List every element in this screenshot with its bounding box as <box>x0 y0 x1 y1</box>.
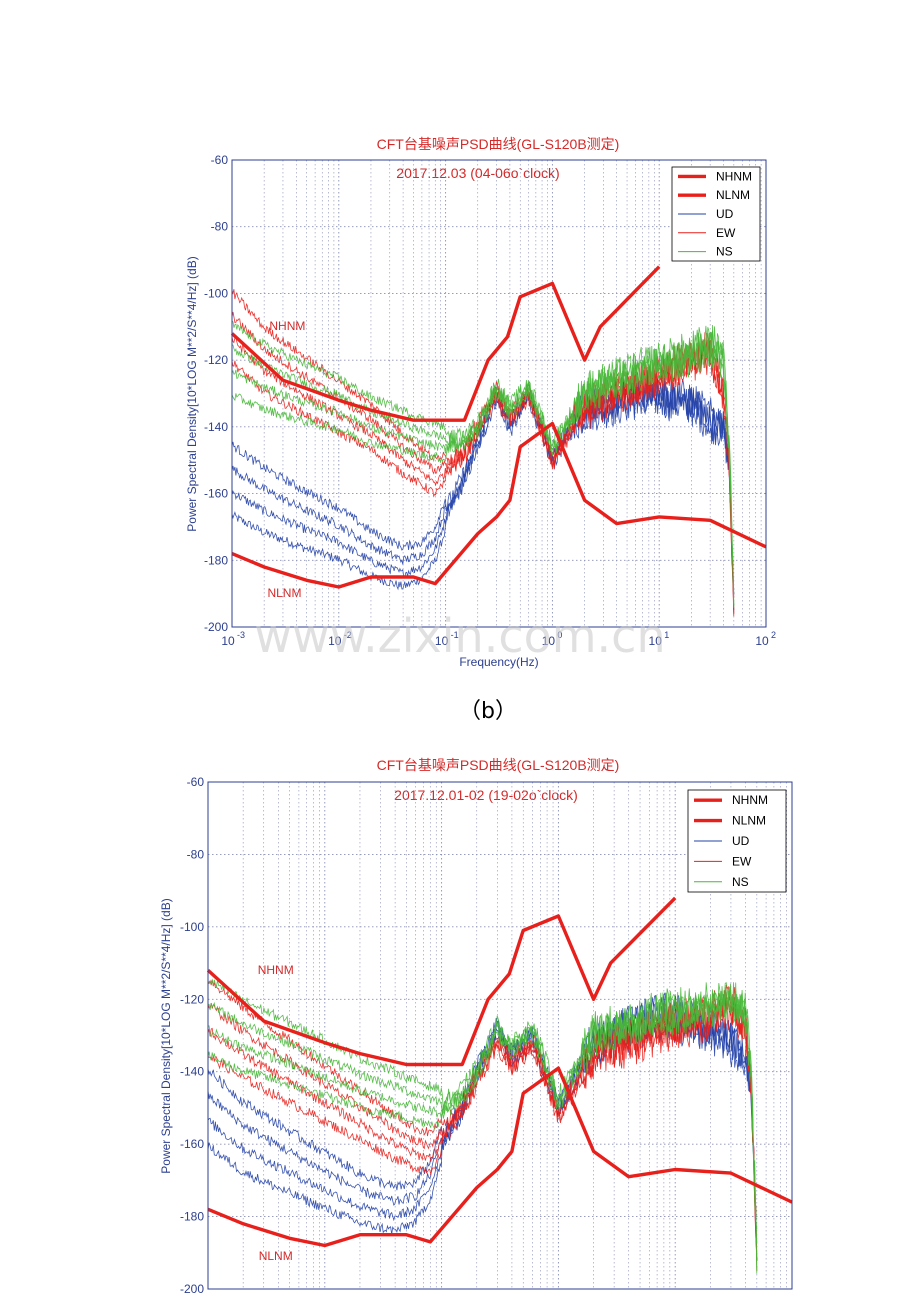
y-tick-label: -60 <box>187 775 205 789</box>
y-axis-label: Power Spectral Density[10*LOG M**2/S**4/… <box>159 898 173 1173</box>
psd-chart-second: CFT台基噪声PSD曲线(GL-S120B测定) 2017.12.01-02 (… <box>159 757 793 1296</box>
x-tick-exp: 0 <box>557 630 562 640</box>
x-tick-exp: 2 <box>771 630 776 640</box>
legend-label-nlnm: NLNM <box>716 188 750 202</box>
y-tick-labels: -200 -180 -160 -140 -120 -100 -80 -60 <box>180 775 204 1296</box>
series-nlnm-line <box>207 1066 793 1248</box>
series-ew-trace <box>207 997 758 1248</box>
x-tick-label: 10 1 <box>649 630 670 648</box>
legend-label-ew: EW <box>716 226 736 240</box>
series-nhnm-line <box>230 265 661 422</box>
series-ew-trace <box>231 289 735 615</box>
figure-caption-b: （b） <box>459 699 517 724</box>
annotations: NHNM NLNM <box>258 963 294 1263</box>
series-ns-trace <box>231 320 735 605</box>
y-tick-label: -180 <box>180 1210 204 1224</box>
plot-frame <box>207 781 793 1290</box>
curve-annotation: NHNM <box>269 319 305 333</box>
annotations: NHNM NLNM <box>267 319 305 600</box>
plot-frame <box>231 159 767 628</box>
series-ns-trace <box>207 982 758 1244</box>
x-tick-base: 10 <box>542 634 556 648</box>
chart-title: CFT台基噪声PSD曲线(GL-S120B测定) <box>377 757 620 773</box>
legend-label-ns: NS <box>732 875 749 889</box>
series-ud-trace <box>231 377 735 591</box>
plot-series <box>230 265 767 617</box>
x-axis-label: Frequency(Hz) <box>459 655 538 669</box>
x-tick-base: 10 <box>221 634 235 648</box>
y-tick-label: -60 <box>211 153 229 167</box>
plot-series <box>206 896 793 1274</box>
y-tick-label: -200 <box>180 1282 204 1296</box>
y-tick-label: -80 <box>211 220 229 234</box>
x-tick-exp: -3 <box>237 630 245 640</box>
x-tick-base: 10 <box>328 634 342 648</box>
legend-label-nlnm: NLNM <box>732 814 766 828</box>
x-tick-base: 10 <box>755 634 769 648</box>
x-tick-base: 10 <box>435 634 449 648</box>
series-ud-trace <box>231 375 735 595</box>
legend-label-ud: UD <box>732 834 750 848</box>
x-tick-label: 10 -2 <box>328 630 352 648</box>
curve-annotation: NLNM <box>259 1249 293 1263</box>
legend-label-nhnm: NHNM <box>716 169 752 183</box>
y-tick-label: -140 <box>180 1065 204 1079</box>
legend: NHNM NLNM UD EW NS <box>671 166 761 262</box>
legend-label-ns: NS <box>716 245 733 259</box>
y-tick-label: -120 <box>180 992 204 1006</box>
chart-subtitle: 2017.12.01-02 (19-02o`clock) <box>394 787 578 803</box>
x-tick-label: 10 -3 <box>221 630 245 648</box>
chart-title: CFT台基噪声PSD曲线(GL-S120B测定) <box>377 136 620 152</box>
series-ud-trace <box>207 992 758 1255</box>
watermark: www.zixin.com.cn <box>254 609 665 663</box>
y-tick-label: -160 <box>204 487 228 501</box>
series-ew-trace <box>231 311 735 613</box>
series-ns-trace <box>207 986 758 1270</box>
y-tick-label: -200 <box>204 620 228 634</box>
x-tick-base: 10 <box>649 634 663 648</box>
legend-label-ud: UD <box>716 207 734 221</box>
curve-annotation: NLNM <box>267 586 301 600</box>
series-nlnm-line <box>231 421 767 589</box>
x-tick-label: 10 -1 <box>435 630 459 648</box>
y-axis-label: Power Spectral Density[10*LOG M**2/S**4/… <box>185 256 199 531</box>
x-tick-label: 10 0 <box>542 630 563 648</box>
legend: NHNM NLNM UD EW NS <box>687 789 787 893</box>
y-tick-label: -140 <box>204 420 228 434</box>
x-tick-label: 10 2 <box>755 630 776 648</box>
y-tick-label: -80 <box>187 847 205 861</box>
x-tick-exp: -2 <box>344 630 352 640</box>
y-tick-label: -120 <box>204 353 228 367</box>
y-tick-label: -100 <box>204 286 228 300</box>
series-ew-trace <box>231 340 735 617</box>
x-tick-labels: 10 -3 10 -2 10 -1 10 0 10 1 10 2 <box>221 630 776 648</box>
y-axis-label-group: Power Spectral Density[10*LOG M**2/S**4/… <box>159 898 173 1173</box>
y-tick-labels: -200 -180 -160 -140 -120 -100 -80 -60 <box>204 153 228 634</box>
x-tick-exp: 1 <box>664 630 669 640</box>
y-tick-label: -180 <box>204 553 228 567</box>
series-nhnm-line <box>206 896 677 1067</box>
y-tick-label: -100 <box>180 920 204 934</box>
x-tick-exp: -1 <box>451 630 459 640</box>
y-tick-label: -160 <box>180 1137 204 1151</box>
legend-label-ew: EW <box>732 854 752 868</box>
curve-annotation: NHNM <box>258 963 294 977</box>
series-ns-trace <box>207 978 758 1230</box>
psd-chart-b: CFT台基噪声PSD曲线(GL-S120B测定) 2017.12.03 (04-… <box>185 136 776 669</box>
legend-label-nhnm: NHNM <box>732 793 768 807</box>
